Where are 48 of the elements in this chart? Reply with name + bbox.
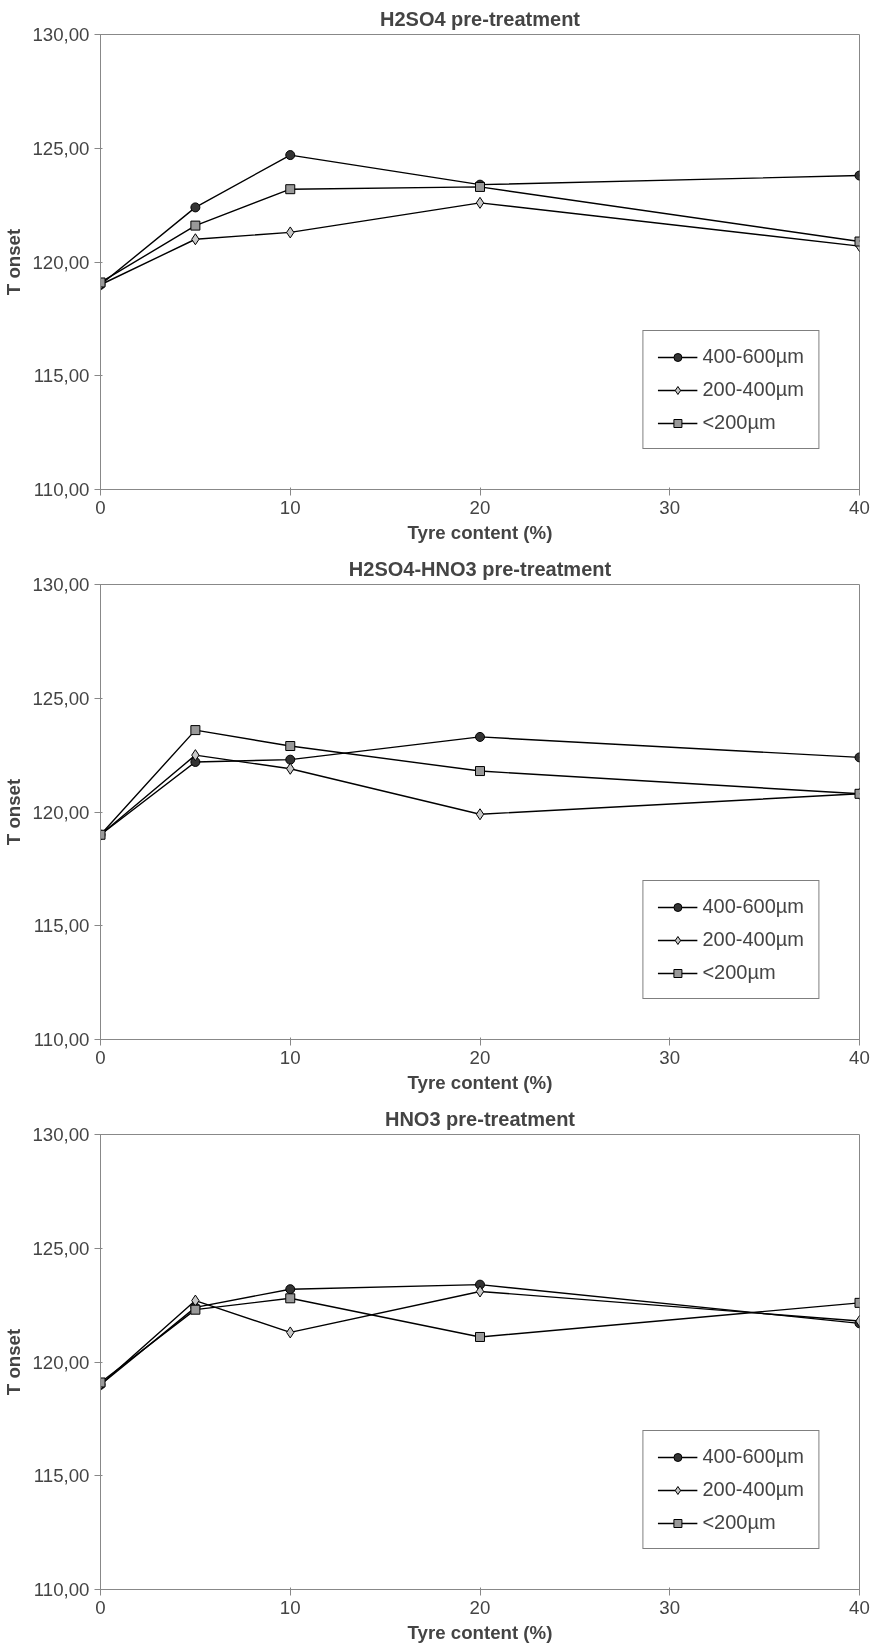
y-tick-label: 120,00 <box>32 801 90 823</box>
y-tick-label: 110,00 <box>33 1579 90 1600</box>
y-tick-label: 125,00 <box>32 1237 90 1259</box>
legend-label: <200µm <box>702 1511 776 1534</box>
x-tick-label: 10 <box>279 1596 301 1618</box>
x-tick-label: 10 <box>279 496 301 518</box>
legend-label: 200-400µm <box>702 928 804 951</box>
chart-title: H2SO4-HNO3 pre-treatment <box>348 557 612 580</box>
legend-label: 200-400µm <box>702 1478 804 1501</box>
y-tick-label: 115,00 <box>33 915 90 937</box>
legend-label: 200-400µm <box>702 378 804 401</box>
x-tick-label: 0 <box>95 496 106 518</box>
legend-label: <200µm <box>702 411 776 434</box>
x-tick-label: 20 <box>469 496 491 518</box>
x-tick-label: 40 <box>849 496 870 518</box>
x-tick-label: 20 <box>469 1596 491 1618</box>
y-tick-label: 130,00 <box>32 1124 90 1145</box>
y-tick-label: 125,00 <box>32 137 90 159</box>
y-tick-label: 120,00 <box>32 1351 90 1373</box>
x-tick-label: 0 <box>95 1046 106 1068</box>
x-axis-title: Tyre content (%) <box>407 1621 553 1643</box>
legend-label: 400-600µm <box>702 345 804 368</box>
x-tick-label: 40 <box>849 1046 870 1068</box>
y-tick-label: 115,00 <box>33 1465 90 1487</box>
chart-title: H2SO4 pre-treatment <box>379 7 581 30</box>
x-tick-label: 40 <box>849 1596 870 1618</box>
legend-label: <200µm <box>702 961 776 984</box>
x-axis-title: Tyre content (%) <box>407 521 553 543</box>
y-tick-label: 115,00 <box>33 365 90 387</box>
legend-label: 400-600µm <box>702 1445 804 1468</box>
legend-label: 400-600µm <box>702 895 804 918</box>
y-tick-label: 130,00 <box>32 574 90 595</box>
y-tick-label: 120,00 <box>32 251 90 273</box>
y-axis-title: T onset <box>3 778 25 846</box>
chart-title: HNO3 pre-treatment <box>384 1107 576 1130</box>
y-axis-title: T onset <box>3 1328 25 1396</box>
x-tick-label: 0 <box>95 1596 106 1618</box>
x-tick-label: 30 <box>659 1046 681 1068</box>
x-tick-label: 30 <box>659 496 681 518</box>
x-axis-title: Tyre content (%) <box>407 1071 553 1093</box>
x-tick-label: 30 <box>659 1596 681 1618</box>
x-tick-label: 20 <box>469 1046 491 1068</box>
x-tick-label: 10 <box>279 1046 301 1068</box>
y-axis-title: T onset <box>3 228 25 296</box>
y-tick-label: 110,00 <box>33 479 90 500</box>
y-tick-label: 110,00 <box>33 1029 90 1050</box>
y-tick-label: 125,00 <box>32 687 90 709</box>
y-tick-label: 130,00 <box>32 24 90 45</box>
